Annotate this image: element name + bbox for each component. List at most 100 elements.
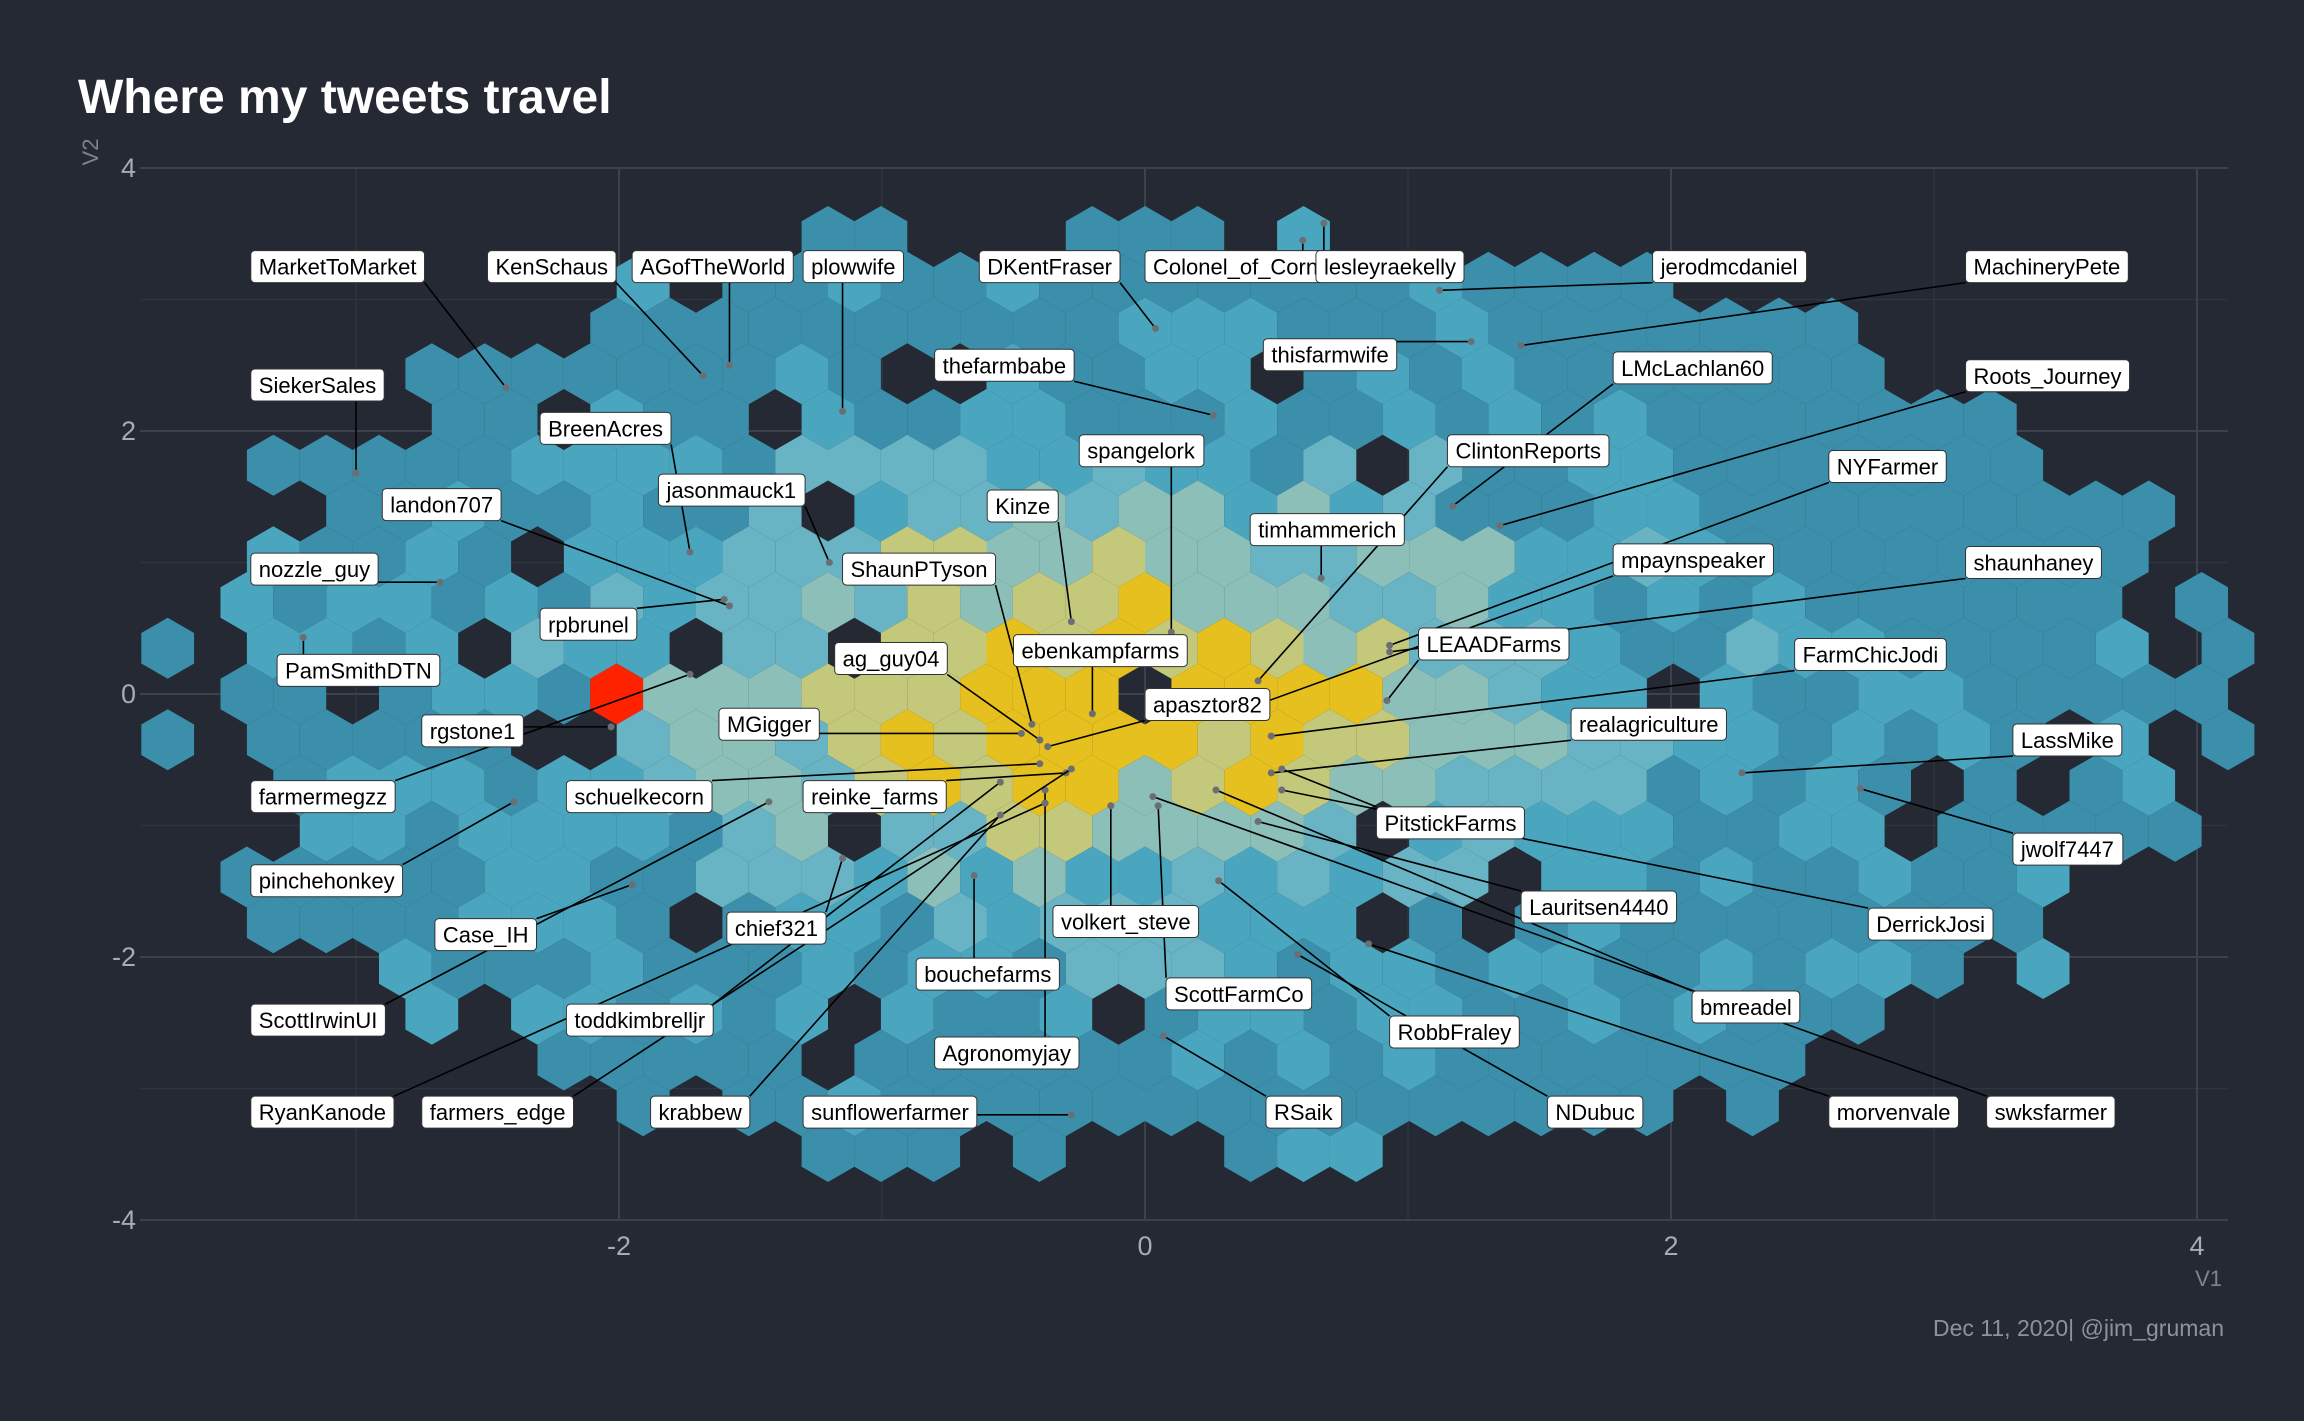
point-label: ShaunPTyson [851, 557, 988, 582]
hex-cell [246, 892, 300, 954]
data-point [1320, 219, 1328, 227]
hex-cell [1646, 297, 1700, 359]
hex-cell [1145, 709, 1198, 771]
hex-cell [1567, 251, 1621, 313]
point-label: RobbFraley [1398, 1020, 1512, 1045]
hex-cell [431, 389, 485, 450]
hex-cell [1673, 434, 1727, 496]
leader-line [402, 801, 515, 866]
hex-cell [1329, 572, 1383, 633]
hex-cell [1620, 617, 1674, 679]
point-label: apasztor82 [1153, 693, 1262, 718]
hex-cell [854, 663, 908, 725]
data-point [352, 469, 360, 477]
hex-cell [696, 938, 749, 999]
point-label-box [250, 780, 396, 814]
hex-cell [1277, 1029, 1330, 1091]
hex-cell [1514, 251, 1568, 313]
leader-line [1271, 669, 1795, 737]
point-label: jwolf7447 [2020, 837, 2114, 862]
hex-cell [1409, 709, 1462, 771]
hex-cell [1699, 938, 1753, 999]
point-label: farmermegzz [259, 785, 387, 810]
hex-cell [696, 1029, 749, 1091]
point-label: schuelkecorn [574, 785, 704, 810]
hex-cell [1435, 663, 1489, 725]
hex-cell [1752, 389, 1806, 450]
hex-cell [484, 846, 538, 908]
hex-cell [616, 892, 670, 954]
hex-cell [1197, 617, 1251, 679]
hex-cell [352, 709, 406, 771]
hex-cell [431, 755, 485, 816]
data-point [1044, 743, 1052, 751]
hex-cell [511, 800, 564, 862]
hex-cell [1620, 434, 1674, 496]
leader-line [1386, 659, 1420, 702]
data-point [1517, 342, 1525, 350]
hex-cell [1171, 572, 1225, 633]
hex-cell [907, 389, 961, 450]
leader-line [1389, 481, 1830, 647]
hex-cell [1963, 389, 2017, 450]
hex-cell [1012, 846, 1066, 908]
point-label-box [250, 1095, 395, 1129]
hex-cell [511, 434, 564, 496]
hex-cell [1065, 297, 1119, 359]
hex-cell [1012, 755, 1066, 816]
point-label-box [1052, 904, 1200, 938]
point-label: DerrickJosi [1876, 912, 1985, 937]
hex-cell [1462, 343, 1515, 405]
hex-cell [1197, 709, 1251, 771]
hex-cell [1963, 480, 2017, 542]
point-label: nozzle_guy [259, 557, 370, 582]
hex-cell [801, 938, 855, 999]
hex-cell [1567, 526, 1621, 588]
hex-cell [1065, 480, 1119, 542]
hex-cell [590, 663, 644, 725]
hex-cell [1092, 800, 1145, 862]
hex-cell [2175, 663, 2228, 725]
hex-cell [1197, 1075, 1251, 1137]
point-label: MachineryPete [1974, 255, 2121, 280]
point-label: Agronomyjay [943, 1041, 1071, 1066]
hex-cell [1303, 709, 1357, 771]
hex-cell [1171, 297, 1225, 359]
hex-cell [1329, 1029, 1383, 1091]
hex-cell [1118, 755, 1172, 816]
hex-cell [1673, 892, 1727, 954]
point-label: Roots_Journey [1974, 364, 2122, 389]
point-label-box [657, 473, 806, 507]
leader-line [1860, 787, 2014, 834]
data-point [1107, 802, 1115, 810]
leader-line [1520, 281, 1966, 347]
leader-line [1257, 820, 1522, 892]
hex-cell [1435, 480, 1489, 542]
data-point [1154, 802, 1162, 810]
point-label: shaunhaney [1974, 551, 2094, 576]
hex-cell [511, 343, 564, 405]
data-point [1028, 720, 1036, 728]
x-tick-label: 4 [2189, 1231, 2204, 1261]
hex-cell [405, 434, 459, 496]
hex-cell [1831, 983, 1885, 1045]
leader-line [536, 883, 633, 920]
data-point [1467, 338, 1475, 346]
data-point [686, 548, 694, 556]
hex-cell [563, 343, 617, 405]
point-label: farmers_edge [430, 1100, 566, 1125]
leader-line [946, 673, 1041, 741]
hex-cell [458, 526, 512, 588]
hex-cell [907, 846, 961, 908]
hex-cell [854, 1029, 908, 1091]
hex-cell [1567, 800, 1621, 862]
hex-cell [880, 434, 934, 496]
hex-cell [1409, 892, 1462, 954]
hex-cell [1277, 389, 1330, 450]
hex-cell [1726, 709, 1779, 771]
hex-cell [431, 663, 485, 725]
hex-cell [907, 572, 961, 633]
point-label: plowwife [811, 255, 895, 280]
hex-cell [1118, 1029, 1172, 1091]
